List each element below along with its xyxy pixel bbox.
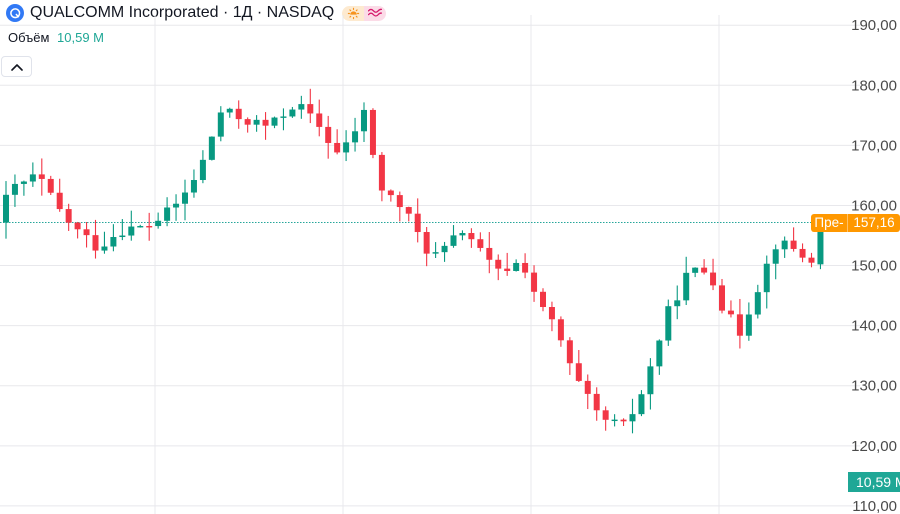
svg-text:180,00: 180,00 <box>851 77 897 94</box>
svg-text:110,00: 110,00 <box>852 498 897 514</box>
svg-text:160,00: 160,00 <box>851 197 897 214</box>
svg-text:170,00: 170,00 <box>851 137 897 154</box>
svg-text:120,00: 120,00 <box>851 438 897 455</box>
svg-text:190,00: 190,00 <box>851 17 897 34</box>
svg-text:150,00: 150,00 <box>851 258 897 275</box>
svg-text:140,00: 140,00 <box>851 318 897 335</box>
svg-text:130,00: 130,00 <box>851 378 897 395</box>
